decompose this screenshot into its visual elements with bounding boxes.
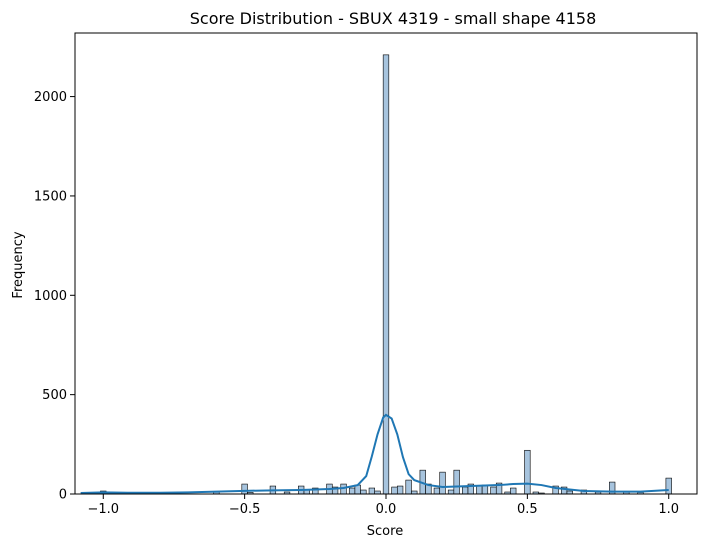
y-axis-ticks: 0 500 1000 1500 2000 xyxy=(34,90,75,503)
histogram-bar xyxy=(433,487,441,495)
histogram-bar xyxy=(405,479,412,495)
chart-title: Score Distribution - SBUX 4319 - small s… xyxy=(190,9,597,28)
x-axis-ticks: −1.0 −0.5 0.0 0.5 1.0 xyxy=(87,494,679,517)
x-tick-label: 1.0 xyxy=(658,502,679,517)
histogram-bar xyxy=(348,487,356,495)
x-tick-label: 0.5 xyxy=(517,502,538,517)
histogram-bar xyxy=(490,486,497,495)
y-tick-label: 1000 xyxy=(34,289,67,304)
histogram-bar xyxy=(665,477,672,495)
y-axis-label: Frequency xyxy=(11,231,26,298)
histogram-bar xyxy=(447,489,455,495)
x-axis-label: Score xyxy=(367,524,403,539)
histogram-bar xyxy=(462,486,469,495)
histogram-bar xyxy=(241,483,248,495)
histogram-bar xyxy=(476,485,483,495)
histogram-bar xyxy=(360,489,367,495)
histogram-bar xyxy=(453,469,460,495)
histogram-bar xyxy=(368,487,375,495)
x-tick-label: −0.5 xyxy=(229,502,261,517)
x-tick-label: 0.0 xyxy=(376,502,397,517)
kde-line xyxy=(80,413,669,495)
y-tick-label: 0 xyxy=(59,488,67,503)
y-tick-label: 2000 xyxy=(34,90,67,105)
histogram-bar xyxy=(524,449,531,495)
y-tick-label: 500 xyxy=(42,388,67,403)
y-tick-label: 1500 xyxy=(34,189,67,204)
histogram-bar xyxy=(391,486,398,495)
histogram-bar xyxy=(382,54,390,495)
histogram-bar xyxy=(510,487,517,495)
x-tick-label: −1.0 xyxy=(87,502,119,517)
histogram-bar xyxy=(439,471,446,495)
histogram-bar xyxy=(397,485,404,495)
